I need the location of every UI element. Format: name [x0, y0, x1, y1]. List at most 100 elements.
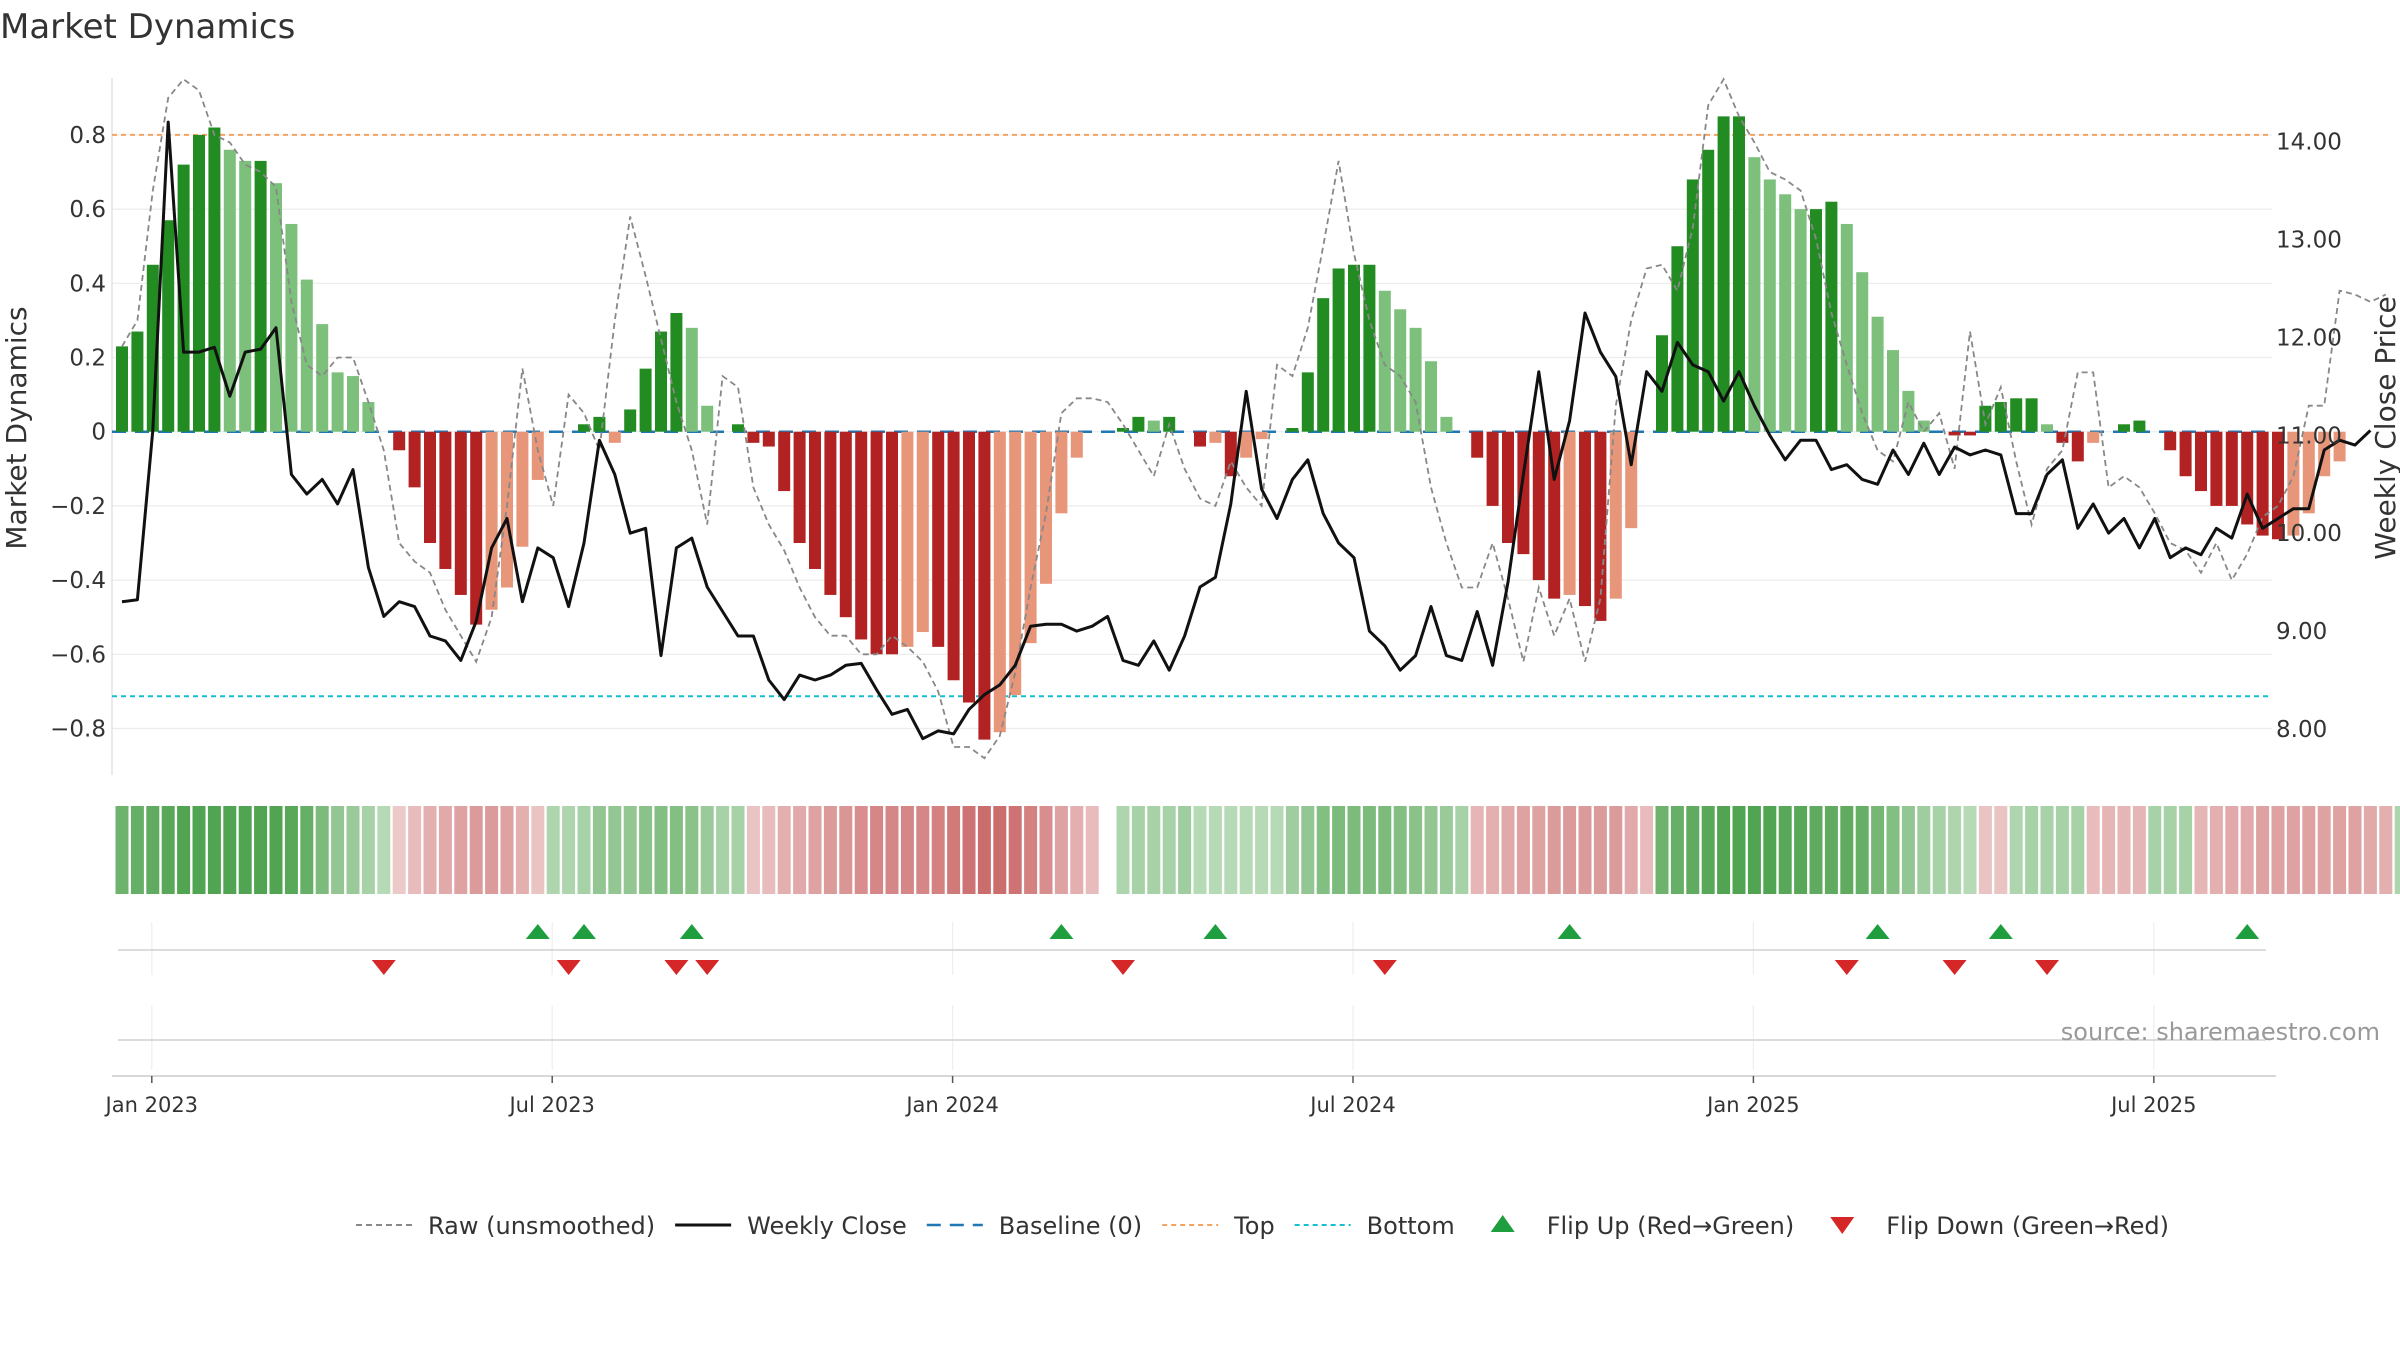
regime-cell: [1670, 806, 1684, 894]
regime-cell: [2225, 806, 2239, 894]
legend-label: Raw (unsmoothed): [428, 1212, 655, 1240]
dynamics-bar: [316, 324, 329, 432]
dynamics-bar: [593, 416, 606, 432]
flip-markers: [371, 924, 2260, 975]
dynamics-bar: [1471, 431, 1484, 458]
dynamics-bar: [932, 431, 945, 647]
regime-cell: [531, 806, 545, 894]
left-tick-label: 0.2: [69, 346, 106, 372]
regime-cell: [2363, 806, 2377, 894]
regime-cell: [1886, 806, 1900, 894]
right-tick-label: 14.00: [2276, 130, 2342, 156]
dynamics-bar: [916, 431, 929, 633]
regime-cell: [977, 806, 991, 894]
regime-cell: [1332, 806, 1346, 894]
dynamics-bar: [2071, 431, 2084, 462]
dynamics-bar: [223, 149, 236, 432]
dynamics-bar: [1378, 290, 1391, 432]
dynamics-bar: [531, 431, 544, 480]
dynamics-bar: [1887, 350, 1899, 432]
regime-cell: [1378, 806, 1392, 894]
dynamics-bar: [1394, 309, 1407, 432]
dynamics-bar: [1779, 194, 1792, 432]
dynamics-bar: [193, 134, 205, 432]
regime-cell: [1039, 806, 1053, 894]
regime-cell: [284, 806, 298, 894]
regime-strip: [115, 806, 2400, 894]
regime-cell: [423, 806, 437, 894]
dynamics-bar: [393, 431, 406, 451]
regime-cell: [1824, 806, 1838, 894]
dynamics-bar: [2225, 431, 2238, 506]
right-axis-label: Weekly Close Price: [2369, 296, 2400, 559]
left-axis-ticks: 0.8 0.6 0.4 0.2 0 −0.2 −0.4 −0.6 −0.8: [50, 123, 106, 743]
dynamics-bar: [1763, 179, 1776, 432]
dynamics-bar: [1348, 264, 1360, 432]
regime-cell: [870, 806, 884, 894]
regime-cell: [1224, 806, 1238, 894]
dynamics-bar: [1117, 428, 1129, 432]
main-grid: [111, 78, 2272, 775]
regime-cell: [1409, 806, 1423, 894]
dynamics-bar: [439, 431, 452, 569]
left-axis-label: Market Dynamics: [0, 306, 33, 549]
regime-cell: [731, 806, 745, 894]
regime-cell: [2379, 806, 2393, 894]
regime-cell: [207, 806, 221, 894]
regime-cell: [2179, 806, 2193, 894]
regime-cell: [2071, 806, 2085, 894]
dynamics-bar: [1363, 264, 1376, 432]
dynamics-bar: [1240, 431, 1253, 458]
regime-cell: [1193, 806, 1207, 894]
regime-cell: [1732, 806, 1746, 894]
dynamics-bar: [2195, 431, 2207, 492]
regime-cell: [808, 806, 822, 894]
dynamics-bar: [1317, 298, 1330, 432]
dynamics-bar: [1532, 431, 1545, 581]
regime-cell: [1270, 806, 1284, 894]
dynamics-bar: [2041, 424, 2053, 432]
regime-cell: [1747, 806, 1761, 894]
flip-down-marker: [1372, 960, 1397, 975]
dynamics-bar: [809, 431, 821, 569]
regime-cell: [1948, 806, 1962, 894]
dynamics-bar: [655, 331, 667, 432]
x-tick-label: Jan 2025: [1705, 1093, 1800, 1117]
regime-cell: [546, 806, 560, 894]
dynamics-bar: [501, 431, 513, 588]
legend-label: Baseline (0): [999, 1212, 1142, 1240]
regime-cell: [623, 806, 637, 894]
x-tick-label: Jan 2023: [104, 1093, 199, 1117]
regime-cell: [685, 806, 699, 894]
dynamics-bar: [778, 431, 791, 492]
flip-down-marker: [1942, 960, 1967, 975]
dynamics-bar: [855, 431, 868, 640]
regime-cell: [254, 806, 268, 894]
flip-down-marker: [371, 960, 396, 975]
dynamics-bar: [162, 220, 175, 432]
regime-cell: [2102, 806, 2116, 894]
regime-cell: [454, 806, 468, 894]
dynamics-bar: [1009, 431, 1022, 696]
dynamics-bar: [1871, 316, 1884, 432]
regime-cell: [823, 806, 837, 894]
regime-cell: [639, 806, 653, 894]
regime-cell: [592, 806, 606, 894]
regime-cell: [1316, 806, 1330, 894]
dynamics-bar: [947, 431, 960, 681]
regime-cell: [1917, 806, 1931, 894]
flip-down-marker: [1834, 960, 1859, 975]
dynamics-bar: [578, 424, 590, 432]
dynamics-bar: [1286, 428, 1299, 432]
regime-cell: [331, 806, 345, 894]
regime-cell: [2302, 806, 2316, 894]
dynamics-bar: [1301, 372, 1314, 432]
flip-down-marker: [695, 960, 720, 975]
regime-cell: [1624, 806, 1638, 894]
flip-up-marker: [1988, 924, 2013, 939]
regime-cell: [408, 806, 422, 894]
regime-cell: [1794, 806, 1808, 894]
dynamics-bar: [2056, 431, 2069, 443]
dynamics-bar: [639, 368, 652, 432]
dynamics-bar: [1255, 431, 1268, 440]
